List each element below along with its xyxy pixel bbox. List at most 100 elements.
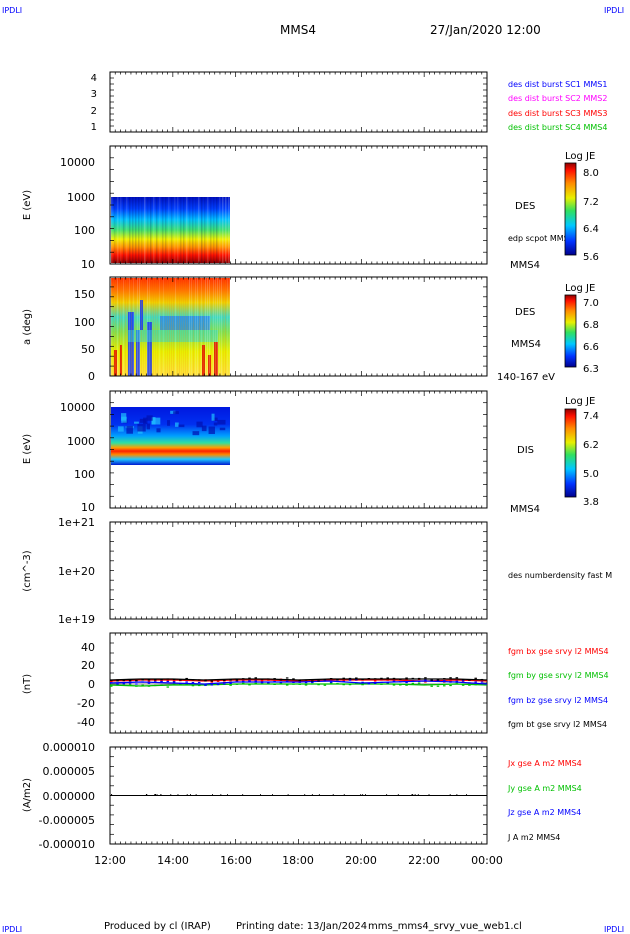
current-series-point <box>397 794 399 796</box>
bfield-series-point <box>317 684 320 686</box>
bfield-series-point <box>153 679 157 681</box>
bfield-series-point <box>147 685 151 687</box>
spectrogram-streak <box>221 278 222 376</box>
bfield-series-point <box>179 683 182 685</box>
bfield-series-point <box>229 682 232 684</box>
spectrogram-streak <box>168 197 170 263</box>
dis-energy-cbar-tick-0: 7.4 <box>583 411 599 422</box>
bfield-series-point <box>336 679 339 681</box>
panel-burst-ytick-3: 3 <box>91 89 97 100</box>
bfield-series-point <box>110 685 113 687</box>
bfield-series-point <box>417 680 421 682</box>
des-energy-label-mms4: MMS4 <box>510 260 540 271</box>
spectrogram-streak <box>111 278 112 376</box>
spectrogram-streak <box>197 278 198 376</box>
bfield-series-point <box>355 677 358 679</box>
panel-burst-ytick-1: 1 <box>91 122 97 133</box>
des-energy-ylabel: E (eV) <box>22 190 33 220</box>
spectrogram-streak <box>151 278 152 376</box>
bfield-series-point <box>223 679 226 682</box>
bfield-series-point <box>110 679 113 681</box>
spectrogram-streak <box>204 197 206 263</box>
current-series <box>110 794 487 796</box>
bfield-series-point <box>267 679 270 681</box>
spectrogram-streak <box>141 197 143 263</box>
bfield-series-point <box>480 681 484 683</box>
bfield-series-point <box>380 677 383 679</box>
bfield-series-point <box>279 683 283 685</box>
spectrogram-streak <box>150 197 152 263</box>
panel-burst-frame <box>109 71 488 133</box>
bfield-series-point <box>336 680 339 683</box>
bfield-series-point <box>424 679 427 681</box>
spectrogram-streak <box>195 197 197 263</box>
bfield-series-point <box>116 684 119 686</box>
bfield-series-point <box>405 681 408 684</box>
des-pitch-label-des: DES <box>515 307 535 318</box>
current-series-point <box>365 794 366 796</box>
bfield-series-point <box>172 678 176 681</box>
legend-burst-sc2: des dist burst SC2 MMS2 <box>508 94 607 103</box>
current-ytick-p10: 0.000010 <box>43 741 96 754</box>
des-pitch-colorbar <box>564 294 577 368</box>
spectrogram-streak <box>171 278 172 376</box>
spectrogram-streak <box>171 197 173 263</box>
panel-des-energy: 10000 1000 100 10 E (eV) DES edp scpot M… <box>22 145 599 271</box>
bfield-series-point <box>141 681 144 683</box>
spectrogram-streak <box>135 197 137 263</box>
density-ytick-1e20: 1e+20 <box>58 565 95 578</box>
spectrogram-streak <box>183 278 184 376</box>
spectrogram-streak <box>145 278 146 376</box>
bfield-series-point <box>455 680 459 682</box>
des-pitch-cbar-tick-2: 6.6 <box>583 342 599 353</box>
legend-bt: fgm bt gse srvy l2 MMS4 <box>508 720 607 729</box>
bfield-series-point <box>436 679 440 681</box>
spectrogram-streak <box>169 278 170 376</box>
spectrogram-streak <box>165 278 166 376</box>
dis-energy-cbar-tick-3: 3.8 <box>583 497 599 508</box>
footer-printing-date: Printing date: 13/Jan/2024 <box>236 921 367 932</box>
current-series-point <box>154 794 156 796</box>
bfield-series-point <box>160 680 163 683</box>
bfield-series-point <box>160 678 163 681</box>
bfield-series-point <box>367 683 371 685</box>
bfield-series-point <box>455 679 459 682</box>
bfield-series-point <box>361 681 364 683</box>
bfield-series-point <box>223 681 226 683</box>
spectrogram-streak <box>203 278 204 376</box>
bfield-series-point <box>179 682 182 685</box>
bfield-series-point <box>235 680 239 682</box>
spectrogram-streak <box>161 278 162 376</box>
bfield-series-point <box>411 680 415 682</box>
bfield-series-point <box>342 677 345 679</box>
bfield-series-point <box>267 682 270 684</box>
dis-patch <box>217 419 226 425</box>
bfield-series-point <box>273 679 276 682</box>
bfield-series-point <box>373 680 377 682</box>
current-series-point <box>304 794 306 796</box>
bfield-series-point <box>248 677 251 679</box>
current-series-point <box>260 794 261 796</box>
bfield-series <box>109 677 488 688</box>
bfield-series-point <box>128 682 132 684</box>
bfield-ylabel: (nT) <box>22 674 33 694</box>
pitch-red-band <box>114 350 117 376</box>
legend-j: J A m2 MMS4 <box>507 833 560 842</box>
dis-patch <box>192 431 200 436</box>
bfield-series-point <box>248 680 251 682</box>
bfield-series-point <box>147 682 151 684</box>
bfield-ytick-m20: -20 <box>77 697 95 710</box>
des-energy-cbar-tick-3: 5.6 <box>583 252 599 263</box>
bfield-series-point <box>197 681 201 684</box>
density-ytick-1e21: 1e+21 <box>58 516 95 529</box>
bfield-series-point <box>279 681 283 684</box>
bfield-series-point <box>172 681 176 683</box>
footer-produced-by: Produced by cl (IRAP) <box>104 921 211 932</box>
current-series-point <box>170 794 172 796</box>
bfield-series-point <box>110 680 113 683</box>
bfield-series-point <box>380 681 383 684</box>
bfield-series-point <box>311 683 314 685</box>
bfield-series-point <box>449 677 452 679</box>
bfield-series-point <box>474 684 477 686</box>
